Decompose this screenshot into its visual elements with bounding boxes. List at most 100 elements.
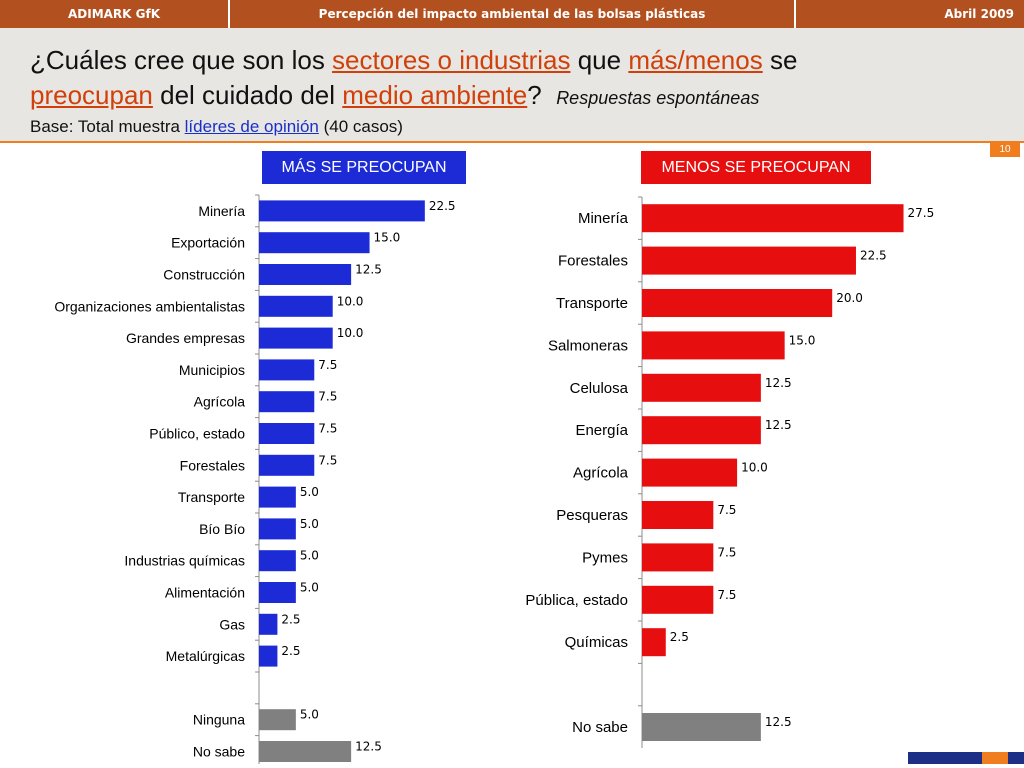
title-highlight: preocupan	[30, 80, 153, 110]
value-label: 7.5	[318, 453, 337, 467]
value-label: 22.5	[860, 249, 887, 263]
value-label: 10.0	[741, 461, 768, 475]
bar-mas	[259, 295, 333, 317]
category-label: Industrias químicas	[124, 553, 245, 569]
category-label: Químicas	[565, 634, 628, 651]
value-label: 2.5	[281, 644, 300, 658]
bar-mas	[259, 327, 333, 349]
category-label: Público, estado	[149, 426, 245, 442]
category-label: Transporte	[178, 489, 245, 505]
category-label: Forestales	[558, 253, 628, 270]
bar-mas	[259, 200, 425, 222]
title-line-1: ¿Cuáles cree que son los sectores o indu…	[30, 45, 797, 76]
category-label: Gas	[219, 616, 245, 632]
category-label: Agrícola	[573, 465, 629, 482]
bar-menos	[642, 458, 738, 487]
value-label: 15.0	[374, 231, 401, 245]
bar-mas	[259, 709, 296, 731]
base-highlight: líderes de opinión	[184, 117, 319, 136]
value-label: 12.5	[355, 740, 382, 754]
base-text: Base: Total muestra	[30, 117, 185, 136]
bar-mas	[259, 613, 278, 635]
category-label: Grandes empresas	[126, 330, 245, 346]
header-study-title: Percepción del impacto ambiental de las …	[230, 0, 794, 28]
value-label: 7.5	[717, 545, 736, 559]
chart-title-menos: MENOS SE PREOCUPAN	[641, 151, 871, 184]
chart-title-mas: MÁS SE PREOCUPAN	[262, 151, 466, 184]
bar-menos	[642, 585, 714, 614]
bar-mas	[259, 264, 352, 285]
value-label: 5.0	[300, 517, 319, 531]
value-label: 20.0	[836, 291, 863, 305]
value-label: 7.5	[318, 422, 337, 436]
value-label: 5.0	[300, 708, 319, 722]
bar-menos	[642, 373, 761, 402]
bar-mas	[259, 454, 315, 476]
bar-mas	[259, 359, 315, 381]
title-text: se	[762, 45, 798, 75]
category-label: No sabe	[193, 744, 245, 760]
bar-mas	[259, 423, 315, 444]
value-label: 7.5	[717, 503, 736, 517]
value-label: 12.5	[765, 715, 792, 729]
value-label: 10.0	[337, 294, 364, 308]
category-label: Pymes	[582, 549, 628, 566]
category-label: Ninguna	[193, 712, 245, 728]
brand-logo-accent	[982, 752, 1008, 764]
value-label: 2.5	[670, 630, 689, 644]
category-label: Metalúrgicas	[166, 648, 245, 664]
title-text: que	[570, 45, 629, 75]
title-text: ?	[527, 80, 542, 110]
category-label: Municipios	[179, 362, 245, 378]
page-number: 10	[990, 142, 1020, 157]
value-label: 5.0	[300, 485, 319, 499]
category-label: Alimentación	[165, 585, 245, 601]
category-label: Exportación	[171, 235, 245, 251]
category-label: Salmoneras	[548, 337, 628, 354]
value-label: 15.0	[789, 333, 816, 347]
category-label: Bío Bío	[199, 521, 245, 537]
bar-menos	[642, 501, 714, 529]
value-label: 7.5	[717, 588, 736, 602]
category-label: Transporte	[556, 295, 628, 312]
title-highlight: más/menos	[628, 45, 763, 75]
bar-mas	[259, 486, 296, 508]
value-label: 12.5	[355, 263, 382, 277]
category-label: Agrícola	[194, 394, 246, 410]
title-highlight: medio ambiente	[342, 80, 528, 110]
value-label: 22.5	[429, 199, 456, 213]
bar-menos	[642, 246, 856, 275]
category-label: Pesqueras	[556, 507, 628, 524]
value-label: 5.0	[300, 549, 319, 563]
category-label: Pública, estado	[525, 592, 628, 609]
bar-mas	[259, 645, 278, 667]
value-label: 12.5	[765, 418, 792, 432]
bar-mas	[259, 391, 315, 413]
bar-mas	[259, 741, 352, 762]
value-label: 10.0	[337, 326, 364, 340]
bar-mas	[259, 550, 296, 572]
title-text: del cuidado del	[152, 80, 343, 110]
base-text: (40 casos)	[318, 117, 403, 136]
top-header-bar: ADIMARK GfK Percepción del impacto ambie…	[0, 0, 1024, 28]
category-label: No sabe	[572, 719, 628, 736]
category-label: Celulosa	[570, 380, 629, 397]
category-label: Minería	[198, 203, 245, 219]
value-label: 7.5	[318, 358, 337, 372]
bar-menos	[642, 204, 904, 233]
title-highlight: sectores o industrias	[332, 45, 571, 75]
header-company: ADIMARK GfK	[0, 0, 228, 28]
category-label: Construcción	[163, 267, 245, 283]
category-label: Forestales	[180, 457, 245, 473]
bar-menos	[642, 331, 785, 360]
bar-mas	[259, 582, 296, 603]
title-italic-note: Respuestas espontáneas	[556, 88, 760, 108]
category-label: Organizaciones ambientalistas	[54, 298, 245, 314]
header-date: Abril 2009	[796, 0, 1024, 28]
bar-mas	[259, 232, 370, 254]
bar-menos	[642, 416, 761, 445]
value-label: 2.5	[281, 612, 300, 626]
base-note: Base: Total muestra líderes de opinión (…	[30, 117, 403, 137]
value-label: 27.5	[908, 206, 935, 220]
value-label: 12.5	[765, 376, 792, 390]
